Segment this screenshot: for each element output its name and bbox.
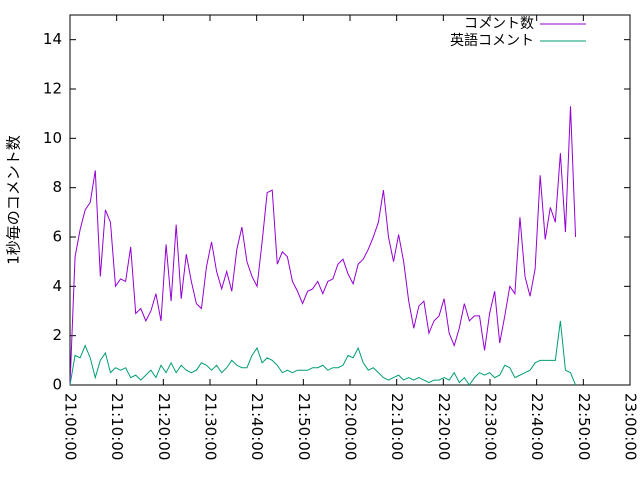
series-line <box>69 106 577 386</box>
x-tick-label: 21:40:00 <box>248 393 266 460</box>
y-tick-label: 12 <box>43 80 62 98</box>
y-tick-label: 2 <box>52 326 62 344</box>
y-tick-label: 10 <box>43 129 62 147</box>
y-tick-label: 6 <box>52 228 62 246</box>
x-tick-label: 21:20:00 <box>155 393 173 460</box>
x-tick-label: 22:20:00 <box>435 393 453 460</box>
x-tick-label: 22:30:00 <box>482 393 500 460</box>
series-line <box>69 320 577 386</box>
legend-label: 英語コメント <box>450 32 534 49</box>
x-tick-label: 21:30:00 <box>202 393 220 460</box>
y-axis-label: 1秒毎のコメント数 <box>5 135 23 265</box>
x-tick-label: 21:10:00 <box>108 393 126 460</box>
y-tick-label: 4 <box>52 277 62 295</box>
y-tick-label: 14 <box>43 30 62 48</box>
legend-label: コメント数 <box>464 16 534 32</box>
x-tick-label: 22:40:00 <box>528 393 546 460</box>
x-tick-label: 22:00:00 <box>342 393 360 460</box>
x-tick-label: 23:00:00 <box>622 393 640 460</box>
x-tick-label: 21:50:00 <box>295 393 313 460</box>
y-tick-label: 8 <box>52 178 62 196</box>
y-tick-label: 0 <box>52 376 62 394</box>
plot-border <box>69 14 631 386</box>
x-tick-label: 22:10:00 <box>388 393 406 460</box>
x-tick-label: 21:00:00 <box>62 393 80 460</box>
x-tick-label: 22:50:00 <box>575 393 593 460</box>
